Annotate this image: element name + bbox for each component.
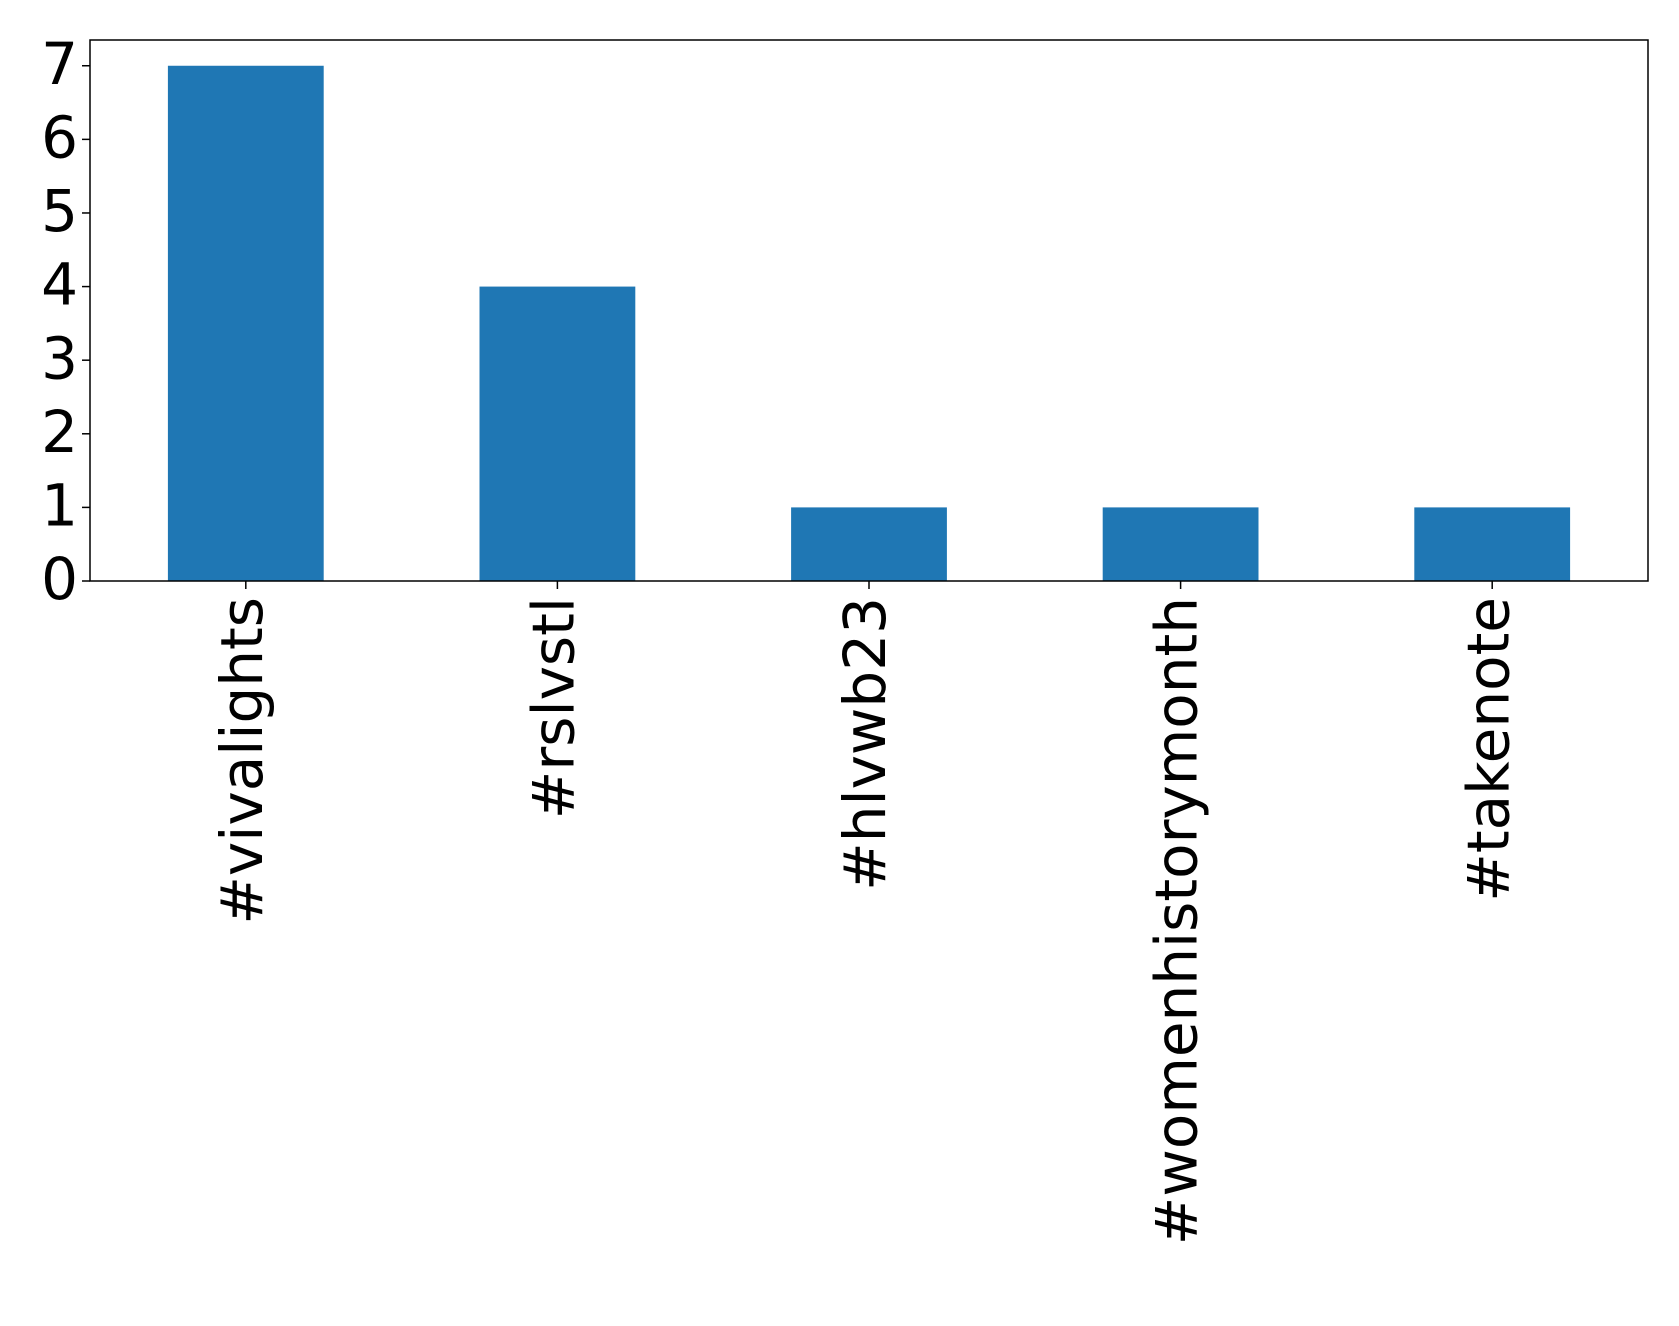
- y-tick-label: 6: [41, 103, 78, 171]
- y-tick-label: 5: [41, 177, 78, 245]
- bar: [1102, 507, 1259, 581]
- y-tick-label: 3: [41, 324, 78, 392]
- y-tick-label: 0: [41, 545, 78, 613]
- x-tick-label: #takenote: [1454, 597, 1522, 902]
- x-tick-label: #vivalights: [208, 597, 276, 925]
- y-tick-label: 1: [41, 472, 78, 540]
- y-tick-label: 4: [41, 251, 78, 319]
- bar: [167, 65, 324, 581]
- x-tick-label: #womenhistorymonth: [1143, 597, 1211, 1245]
- plot-frame: [89, 39, 1649, 582]
- x-tick-label: #rslvstl: [520, 597, 588, 819]
- y-tick-label: 2: [41, 398, 78, 466]
- bar: [1414, 507, 1571, 581]
- bar: [479, 286, 636, 581]
- bar: [791, 507, 947, 581]
- y-tick-label: 7: [41, 30, 78, 98]
- x-tick-label: #hlvwb23: [831, 597, 899, 891]
